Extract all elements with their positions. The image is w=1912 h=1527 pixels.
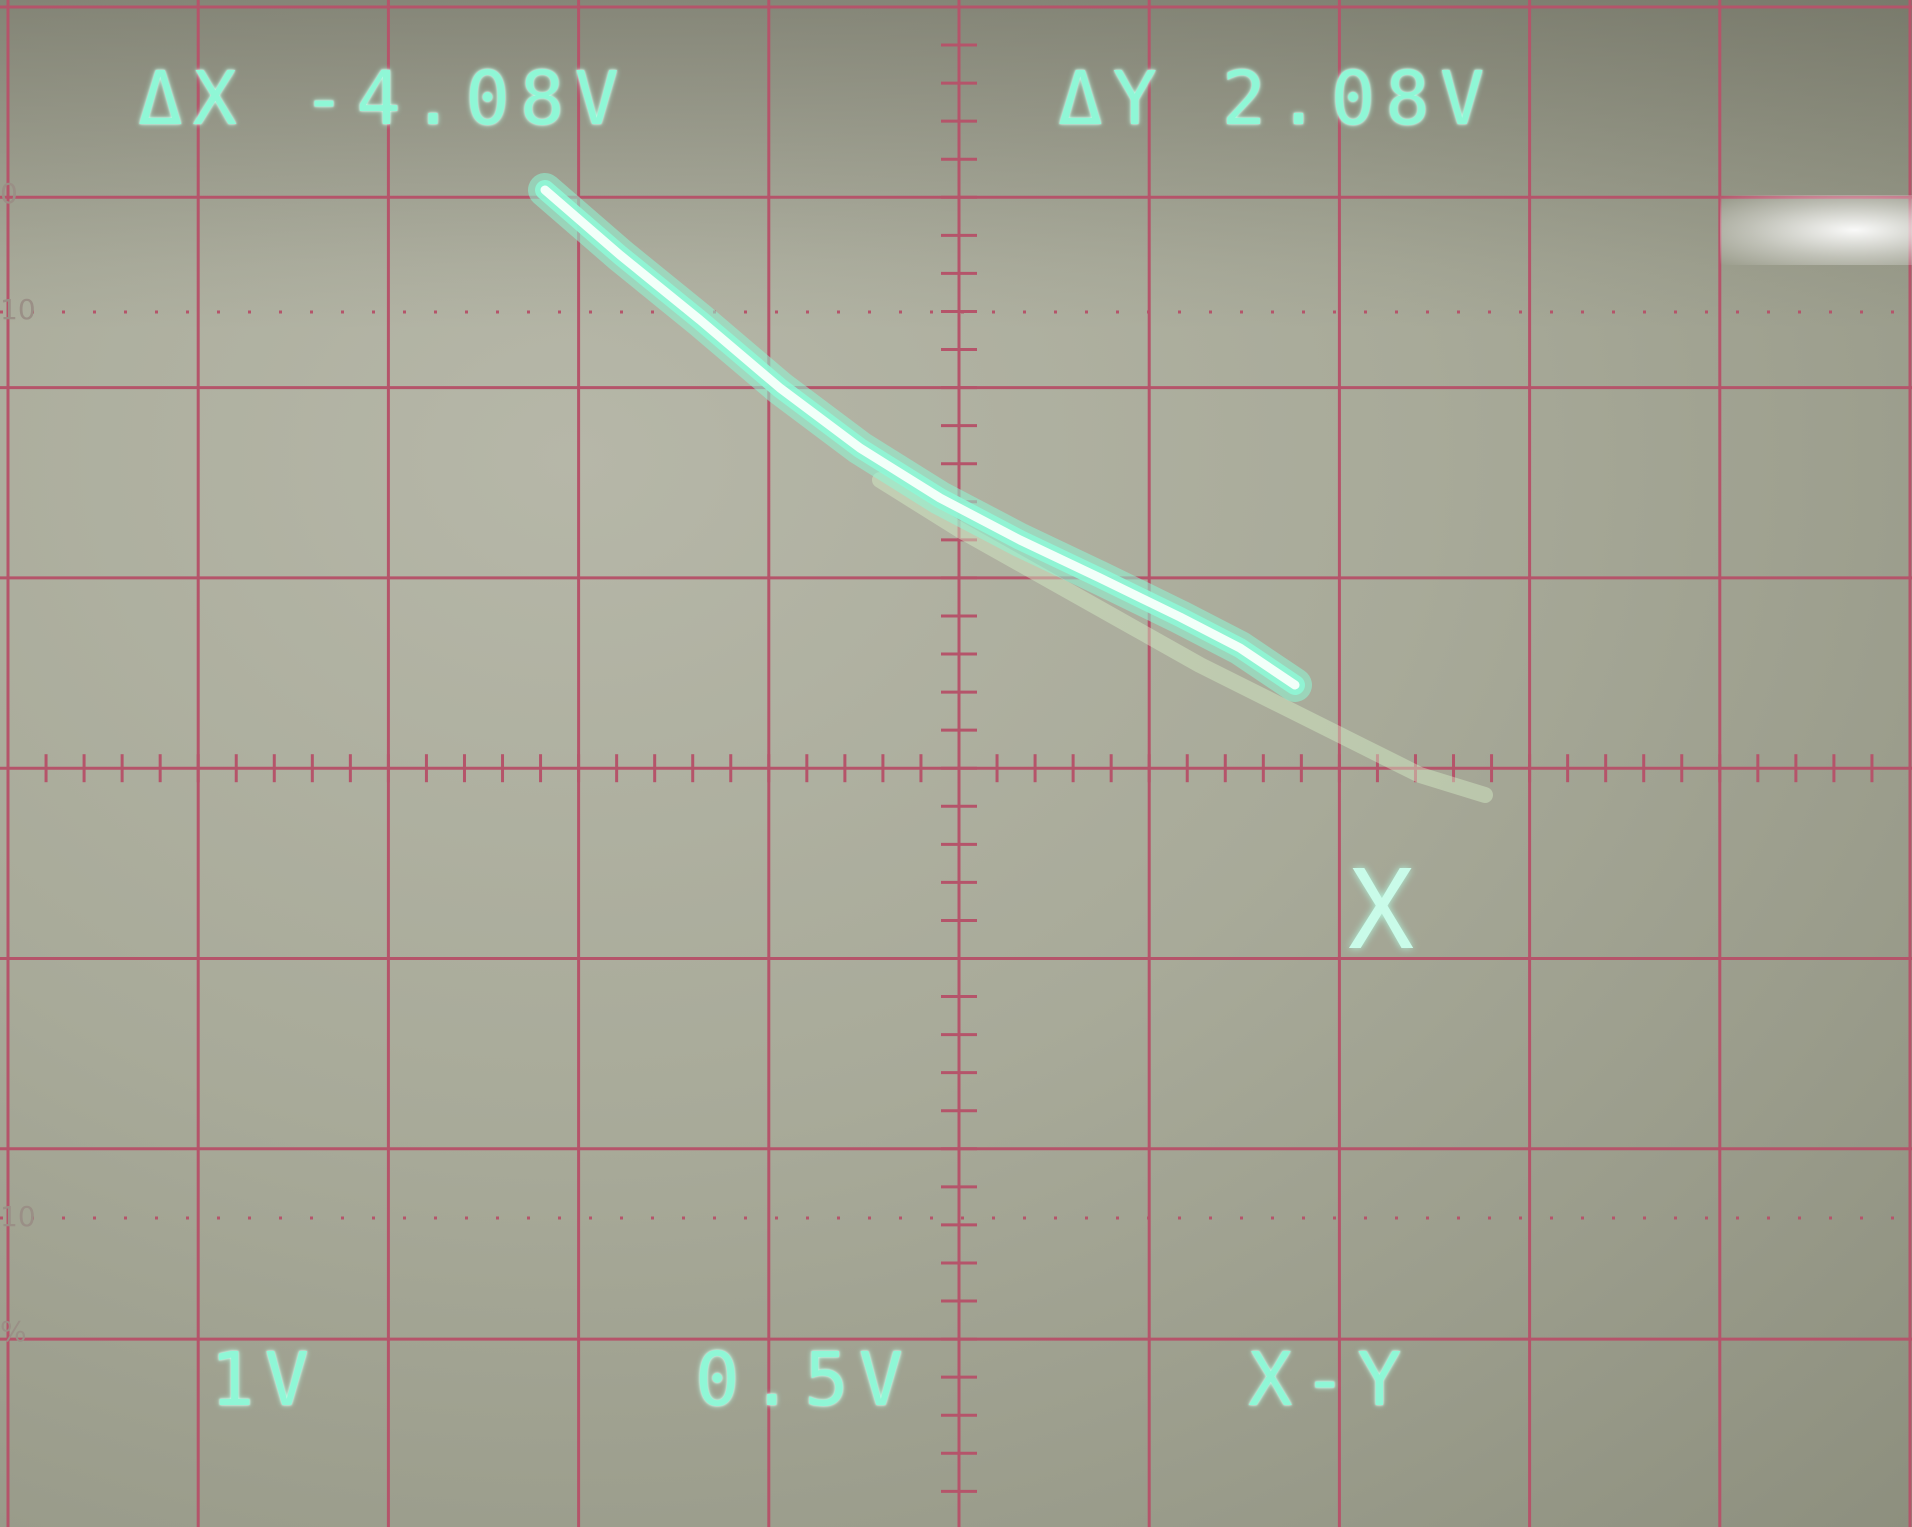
edge-label-10-bottom: 10 [0,1200,36,1233]
edge-label-10-top: 10 [0,293,36,326]
edge-label-percent: % [0,1315,27,1348]
delta-x-readout: ΔX -4.08V [138,56,629,142]
edge-label-0: 0 [0,177,18,210]
cursor-marker: X [1348,846,1415,974]
channel-2-scale: 0.5V [695,1337,914,1423]
trace-core [540,185,1300,690]
display-mode: X-Y [1248,1337,1412,1423]
screen-glare-top [0,0,1912,330]
channel-1-scale: 1V [210,1337,320,1423]
screen-glare-right [1720,195,1912,265]
trace-ghost [872,472,1493,803]
delta-y-readout: ΔY 2.08V [1058,56,1495,142]
